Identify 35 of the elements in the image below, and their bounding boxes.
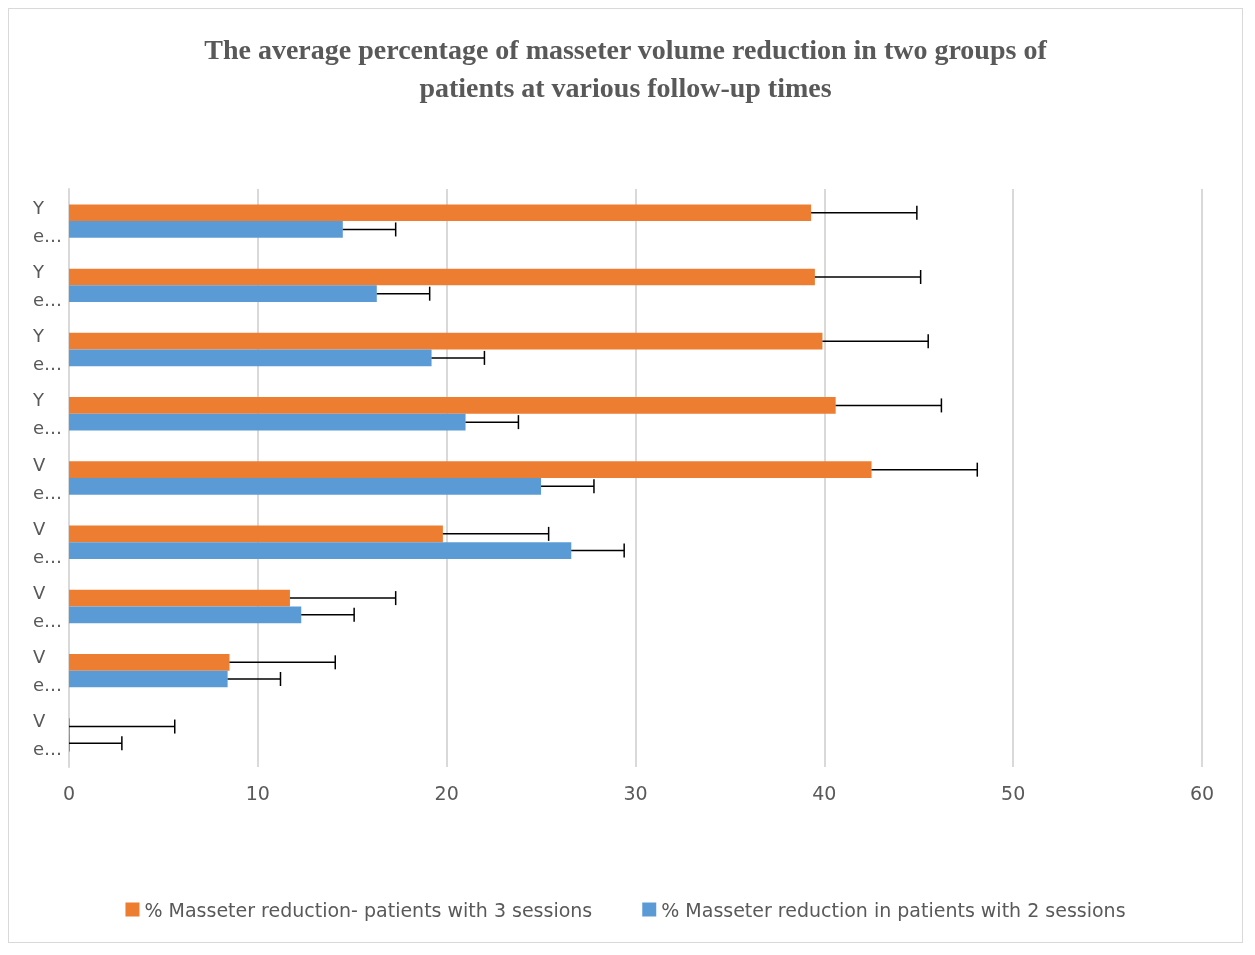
x-tick-label: 0: [62, 781, 76, 804]
x-tick-label: 10: [245, 781, 270, 804]
bar: [69, 397, 836, 414]
bar: [69, 606, 302, 624]
y-tick-label: Y e…: [32, 260, 63, 310]
x-tick-label: 30: [623, 781, 648, 804]
bar: [69, 204, 812, 222]
bar: [69, 478, 542, 495]
bar: [69, 332, 823, 350]
y-tick-label: V e…: [33, 453, 63, 503]
x-tick-label: 50: [1001, 781, 1026, 804]
y-tick-label: Y e…: [32, 325, 63, 375]
y-tick-label: Y e…: [32, 196, 63, 246]
y-tick-label: V e…: [33, 710, 63, 760]
bar: [69, 589, 290, 607]
bar: [69, 542, 572, 559]
y-tick-label: V e…: [33, 517, 63, 567]
bar: [69, 221, 343, 238]
legend-label: % Masseter reduction- patients with 3 sessions: [144, 898, 593, 921]
bar: [69, 285, 377, 303]
chart-title: The average percentage of masseter volume reduction in two groups of patients at various follow-up times: [204, 33, 1048, 103]
bar: [69, 413, 466, 431]
x-tick-label: 40: [812, 781, 837, 804]
bar: [69, 670, 228, 688]
legend-label: % Masseter reduction in patients with 2 sessions: [661, 898, 1126, 921]
bar: [69, 268, 815, 286]
y-tick-label: V e…: [33, 581, 63, 631]
x-tick-label: 20: [434, 781, 459, 804]
y-tick-label: V e…: [33, 646, 63, 696]
bar: [69, 525, 443, 543]
x-tick-label: 60: [1189, 781, 1215, 804]
y-tick-label: Y e…: [32, 389, 63, 439]
bar: [69, 653, 230, 671]
bar: [69, 349, 432, 367]
bar: [69, 461, 872, 478]
